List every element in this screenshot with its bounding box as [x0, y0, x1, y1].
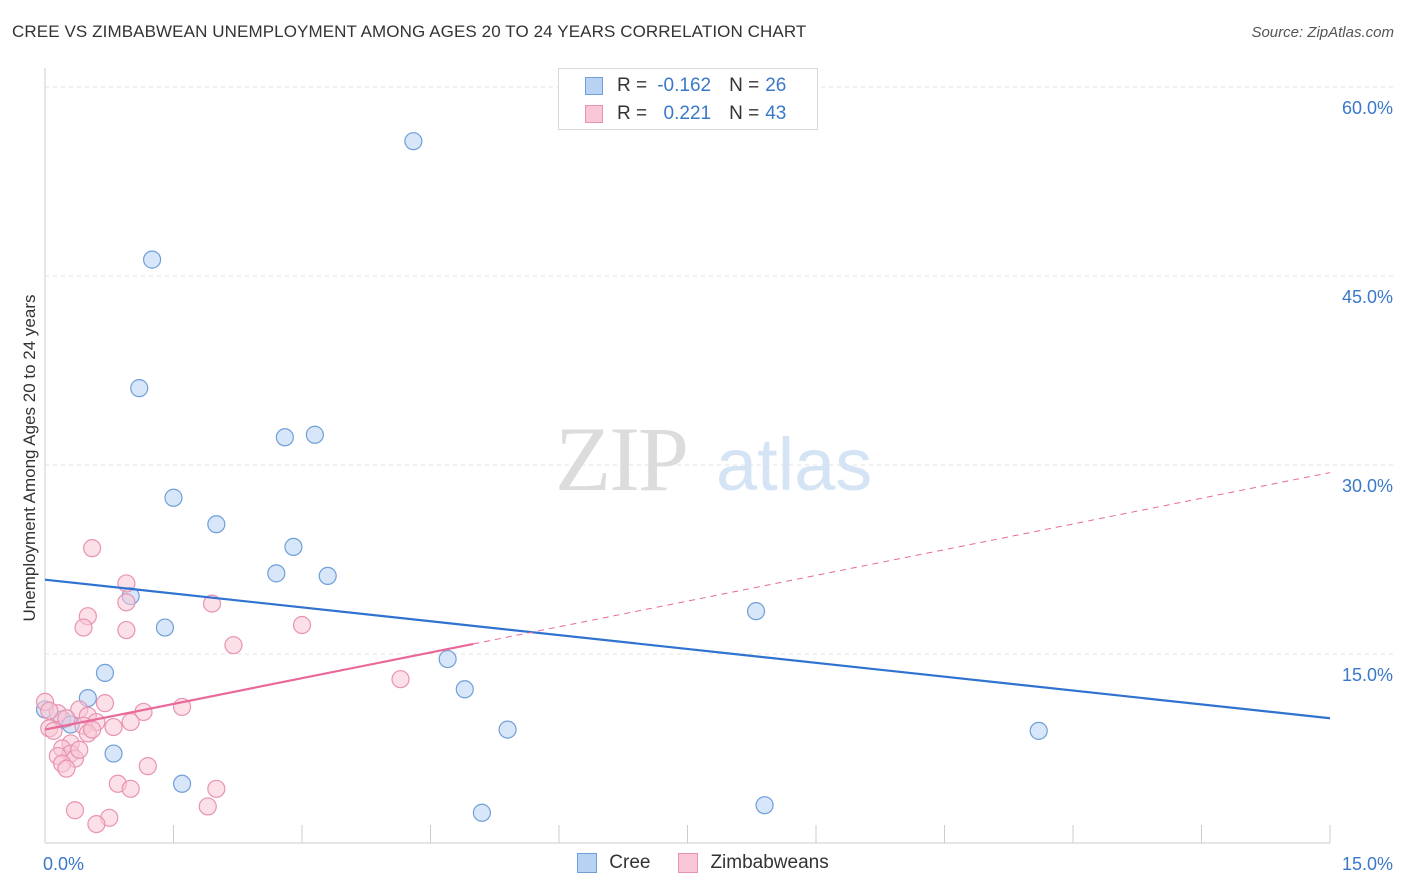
watermark: ZIP atlas	[555, 408, 872, 510]
cree-point	[104, 744, 123, 763]
cree-point	[172, 774, 192, 793]
zimbabweans-point	[57, 709, 76, 728]
gridlines	[45, 86, 1395, 655]
zimbabweans-point	[207, 779, 226, 798]
x-tick-label: 0.0%	[43, 854, 84, 874]
legend-n-label: N =	[729, 75, 760, 96]
legend-n-value-cree: 26	[765, 75, 787, 96]
series-legend: Cree Zimbabweans	[0, 852, 1406, 874]
correlation-legend: R = -0.162 N = 26 R = 0.221 N = 43	[558, 68, 818, 130]
zimbabweans-point	[292, 615, 312, 635]
cree-point	[142, 250, 162, 269]
zimbabweans-point	[87, 814, 106, 834]
zimbabweans-point	[65, 801, 85, 820]
tick-labels: 15.0% 30.0% 45.0% 60.0% 0.0% 15.0%	[43, 98, 1393, 874]
legend-r-value-zimbabweans: 0.221	[658, 103, 712, 124]
cree-point	[404, 132, 423, 151]
zimbabweans-point	[40, 701, 59, 720]
axes	[44, 68, 1331, 844]
cree-point	[284, 537, 303, 557]
zimbabweans-point	[83, 720, 102, 739]
series-name-zimbabweans: Zimbabweans	[710, 852, 829, 873]
legend-r-label: R =	[617, 75, 648, 96]
zimbabweans-point	[70, 740, 89, 759]
cree-point	[455, 680, 474, 699]
legend-n-label: N =	[729, 103, 760, 124]
series-name-cree: Cree	[609, 852, 651, 873]
y-tick-label: 45.0%	[1342, 287, 1393, 307]
cree-point	[207, 515, 226, 534]
zimbabweans-point	[202, 594, 222, 613]
series-legend-cree[interactable]: Cree	[577, 852, 650, 874]
zimbabweans-point	[121, 779, 140, 798]
watermark-atlas: atlas	[716, 423, 872, 506]
zimbabweans-point	[121, 712, 140, 732]
cree-point	[155, 618, 175, 637]
zimbabweans-point	[74, 618, 93, 637]
zimbabweans-point	[57, 759, 76, 778]
cree-point	[275, 428, 294, 447]
zimbabweans-point	[391, 670, 410, 689]
zimbabweans-trend-line	[44, 642, 474, 731]
zimbabweans-point	[224, 636, 243, 655]
legend-r-value-cree: -0.162	[657, 75, 712, 96]
cree-point	[305, 425, 324, 444]
zimbabweans-trend-extension	[473, 472, 1331, 645]
legend-swatch-zimbabweans	[585, 105, 603, 123]
zimbabweans-point	[104, 717, 123, 737]
cree-point	[267, 564, 286, 583]
data-points	[35, 132, 1048, 834]
cree-point	[472, 803, 491, 822]
zimbabweans-point	[83, 539, 102, 558]
cree-point	[95, 663, 115, 683]
legend-swatch-cree	[585, 77, 603, 95]
y-tick-label: 15.0%	[1342, 665, 1393, 685]
cree-point	[318, 566, 337, 585]
series-legend-zimbabweans[interactable]: Zimbabweans	[678, 852, 829, 874]
x-tick-label: 15.0%	[1342, 854, 1393, 874]
trend-lines	[44, 472, 1331, 731]
zimbabweans-point	[117, 593, 136, 612]
cree-trend-line	[44, 578, 1331, 720]
chart-title: CREE VS ZIMBABWEAN UNEMPLOYMENT AMONG AG…	[12, 22, 807, 41]
cree-point	[498, 720, 517, 739]
legend-n-value-zimbabweans: 43	[765, 103, 787, 124]
cree-point	[746, 602, 766, 621]
series-swatch-cree	[577, 853, 598, 873]
zimbabweans-point	[44, 721, 63, 740]
zimbabweans-point	[95, 694, 115, 713]
legend-row-cree: R = -0.162 N = 26	[585, 72, 786, 100]
chart-source: Source: ZipAtlas.com	[1251, 24, 1394, 41]
cree-point	[164, 488, 183, 507]
cree-point	[438, 649, 457, 669]
series-swatch-zimbabweans	[678, 853, 699, 873]
cree-point	[130, 379, 149, 398]
cree-point	[755, 796, 774, 815]
y-tick-label: 30.0%	[1342, 476, 1393, 496]
zimbabweans-point	[198, 797, 217, 816]
zimbabweans-point	[138, 757, 157, 776]
legend-r-label: R =	[617, 103, 648, 124]
zimbabweans-point	[117, 620, 136, 640]
cree-point	[1029, 721, 1048, 740]
watermark-zip: ZIP	[555, 408, 687, 510]
y-tick-label: 60.0%	[1342, 98, 1393, 118]
legend-row-zimbabweans: R = 0.221 N = 43	[585, 100, 786, 128]
